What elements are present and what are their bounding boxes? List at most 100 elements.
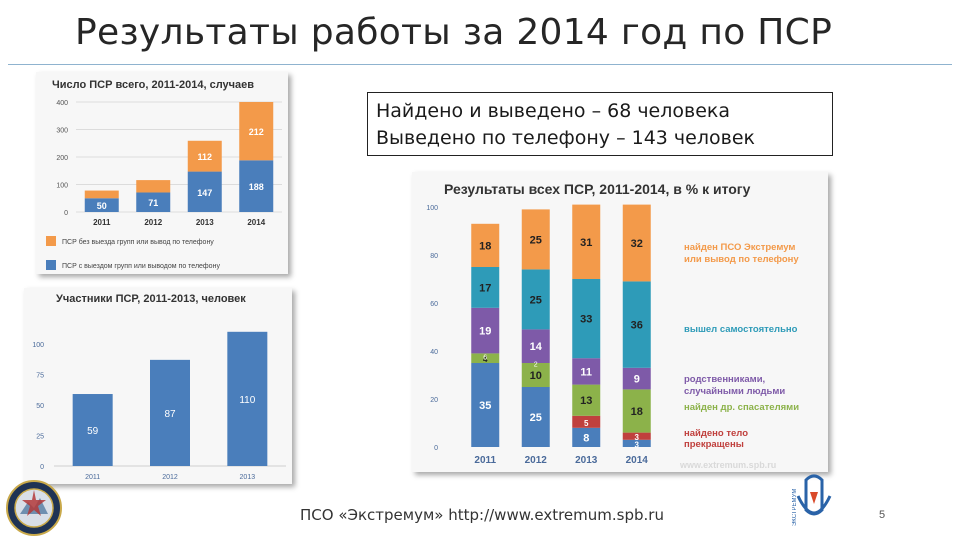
chart3-legend-label: прекращены	[684, 439, 744, 450]
info-line-found: Найдено и выведено – 68 человека	[376, 100, 731, 122]
chart2-xtick: 2012	[162, 474, 178, 481]
chart3-ytick: 60	[430, 301, 438, 308]
chart1-legend-swatch	[46, 236, 56, 246]
chart3-legend-label: найдено тело	[684, 428, 748, 439]
chart3-ytick: 100	[426, 205, 438, 212]
page-number: 5	[879, 509, 886, 521]
extremum-logo-text: ЭКСТРЕМУМ	[792, 489, 798, 526]
chart2-ytick: 100	[32, 342, 44, 349]
chart3-segment	[521, 329, 550, 363]
chart3-data-label: 25	[530, 234, 542, 246]
chart2-ytick: 25	[36, 434, 44, 441]
chart1-bar-blue	[136, 192, 171, 212]
chart3-data-label: 35	[479, 400, 491, 412]
chart3-segment	[622, 389, 651, 433]
chart2-bar	[227, 331, 268, 466]
chart3-data-label: 18	[631, 406, 643, 418]
chart3-ytick: 40	[430, 349, 438, 356]
chart1-bar-orange	[84, 190, 119, 199]
chart1-xtick: 2013	[196, 218, 214, 227]
chart3-legend-label: или вывод по телефону	[684, 254, 799, 265]
chart-results-percent: Результаты всех ПСР, 2011-2014, в % к ит…	[426, 181, 799, 470]
chart1-bar-orange	[136, 180, 171, 193]
chart3-segment	[572, 204, 601, 279]
chart3-segment	[622, 367, 651, 390]
chart1-ytick: 0	[64, 210, 68, 217]
chart3-segment	[622, 204, 651, 282]
chart3-data-label: 5	[584, 419, 589, 428]
chart3-data-label: 25	[530, 412, 542, 424]
chart1-data-label: 50	[97, 201, 107, 211]
chart3-segment	[572, 427, 601, 447]
chart1-bar-orange	[239, 102, 274, 161]
chart3-segment	[572, 279, 601, 359]
chart3-segment	[521, 387, 550, 447]
chart2-data-label: 110	[239, 395, 255, 406]
chart3-segment	[622, 281, 651, 368]
chart3-extra-label: 6	[483, 354, 487, 361]
chart3-legend-label: найден ПСО Экстремум	[684, 242, 795, 253]
chart3-segment	[521, 363, 550, 387]
chart2-ytick: 0	[40, 464, 44, 471]
chart2-xtick: 2011	[85, 474, 100, 481]
chart-total-psr-panel: Число ПСР всего, 2011-2014, случаев 0 100 2…	[36, 72, 288, 274]
chart3-data-label: 10	[530, 370, 542, 382]
chart3-data-label: 31	[580, 237, 592, 249]
chart1-data-label: 188	[249, 182, 264, 192]
chart1-legend-label: ПСР без выезда групп или вывод по телефо…	[62, 238, 214, 246]
chart3-segment	[572, 384, 601, 416]
chart3-data-label: 4	[483, 355, 488, 364]
chart3-legend-label: случайными людьми	[684, 386, 785, 397]
chart3-xtick: 2014	[626, 455, 649, 466]
chart1-xtick: 2011	[93, 218, 111, 227]
chart2-xtick: 2013	[240, 474, 256, 481]
chart2-ytick: 75	[36, 373, 44, 380]
chart3-data-label: 11	[580, 366, 592, 378]
chart1-xtick: 2014	[247, 218, 265, 227]
chart3-xtick: 2012	[525, 455, 548, 466]
chart1-data-label: 147	[197, 188, 212, 198]
chart3-data-label: 14	[530, 341, 543, 353]
chart-results-panel: Результаты всех ПСР, 2011-2014, в % к ит…	[412, 172, 828, 472]
chart3-ytick: 0	[434, 445, 438, 452]
chart1-ytick: 100	[56, 183, 68, 190]
chart3-data-label: 13	[580, 395, 592, 407]
info-line-phone: Выведено по телефону – 143 человек	[376, 127, 755, 149]
chart3-segment	[521, 209, 550, 270]
chart2-data-label: 59	[87, 426, 99, 437]
chart3-xtick: 2011	[474, 455, 496, 466]
chart3-data-label: 3	[635, 440, 640, 449]
chart3-xtick: 2013	[575, 455, 598, 466]
chart3-segment	[622, 439, 651, 447]
chart2-data-label: 87	[164, 409, 176, 420]
chart2-ytick: 50	[36, 403, 44, 410]
chart3-data-label: 3	[635, 433, 640, 442]
chart1-title: Число ПСР всего, 2011-2014, случаев	[52, 79, 254, 91]
chart3-extra-label: 2	[534, 362, 538, 369]
chart3-segment	[572, 415, 601, 428]
chart3-watermark: www.extremum.spb.ru	[679, 460, 776, 470]
chart2-bar	[150, 359, 190, 466]
chart3-segment	[572, 358, 601, 385]
chart1-legend-swatch	[46, 260, 56, 270]
chart1-ytick: 200	[56, 155, 68, 162]
slide-title: Результаты работы за 2014 год по ПСР	[75, 12, 833, 53]
chart3-data-label: 36	[631, 320, 643, 332]
chart3-data-label: 8	[583, 432, 589, 444]
extremum-logo: ЭКСТРЕМУМ	[792, 470, 836, 537]
chart1-data-label: 71	[148, 198, 158, 208]
chart1-ytick: 300	[56, 128, 68, 135]
chart3-data-label: 17	[479, 282, 491, 294]
chart3-segment	[471, 223, 500, 267]
chart-total-psr: Число ПСР всего, 2011-2014, случаев 0 100 2…	[46, 79, 282, 270]
footer-text: ПСО «Экстремум» http://www.extremum.spb.…	[300, 506, 664, 524]
chart3-data-label: 32	[631, 238, 643, 250]
chart1-bar-blue	[84, 198, 119, 212]
chart3-segment	[622, 432, 651, 440]
chart1-ytick: 400	[56, 100, 68, 107]
chart3-title: Результаты всех ПСР, 2011-2014, в % к ит…	[444, 181, 751, 197]
chart3-legend-label: вышел самостоятельно	[684, 324, 798, 335]
chart1-data-label: 112	[197, 152, 212, 162]
chart3-segment	[471, 267, 500, 308]
chart3-data-label: 19	[479, 326, 491, 338]
